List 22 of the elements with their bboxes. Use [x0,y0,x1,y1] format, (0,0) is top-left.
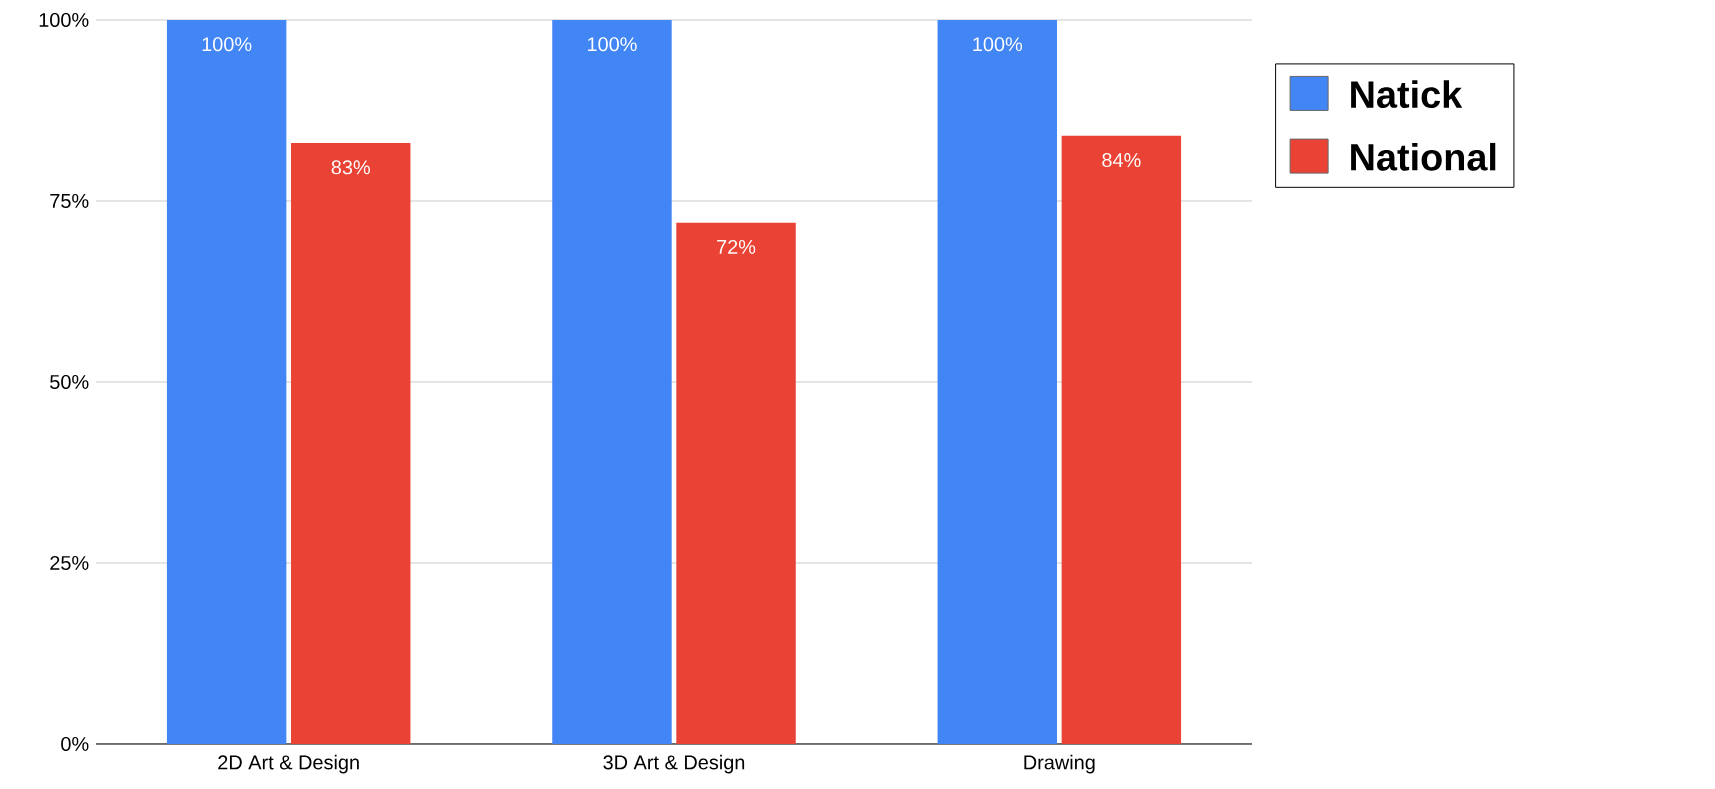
x-tick-label: 3D Art & Design [603,754,745,774]
data-label: 72% [717,239,756,254]
x-tick-label: 2D Art & Design [218,754,359,774]
y-tick-label: 25% [50,555,89,571]
bar [937,19,1058,744]
bar [1061,135,1182,744]
data-label: 83% [331,160,370,175]
y-tick-label: 50% [50,374,89,390]
y-tick-label: 100% [39,12,89,28]
y-tick-label: 75% [50,193,89,208]
y-tick-label: 0% [61,736,89,752]
bar [552,19,672,744]
legend-label: National [1351,142,1496,171]
legend-label: Natick [1351,80,1463,109]
bar [290,143,411,744]
data-label: 100% [973,37,1023,52]
data-label: 100% [588,37,637,52]
data-label: 100% [202,37,252,52]
bar [166,19,287,744]
bar [676,222,796,744]
x-tick-label: Drawing [1024,754,1095,774]
data-label: 84% [1102,153,1141,168]
